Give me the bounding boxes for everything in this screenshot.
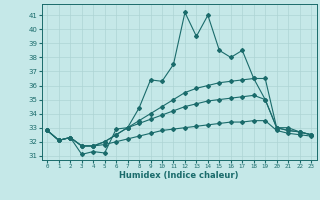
X-axis label: Humidex (Indice chaleur): Humidex (Indice chaleur) xyxy=(119,171,239,180)
